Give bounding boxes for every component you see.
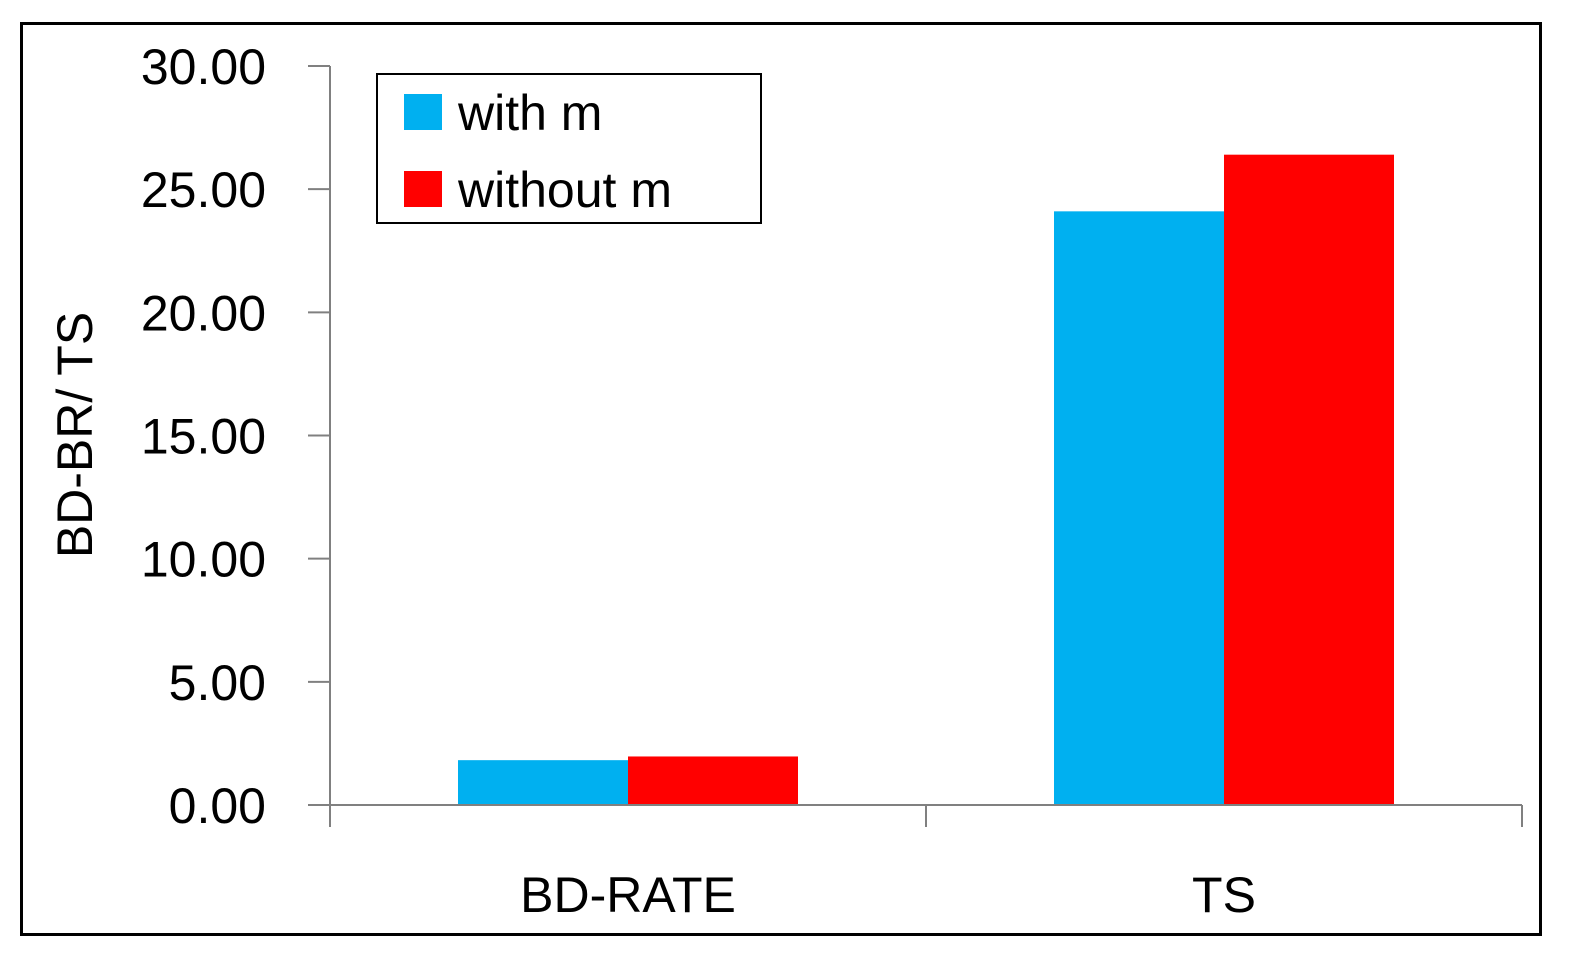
y-ticks: 0.00 5.00 10.00 15.00 20.00 25.00 30.00 [141,39,330,834]
bar [1224,154,1394,805]
legend: with m without m [376,73,762,224]
bar [628,756,798,805]
x-ticks: BD-RATE TS [329,805,1523,923]
bar [1054,211,1224,805]
y-tick-label: 30.00 [141,39,266,95]
bars-layer [458,154,1394,805]
legend-swatch [404,171,442,207]
y-tick-label: 0.00 [169,778,266,834]
legend-swatch [404,94,442,130]
bar [458,760,628,805]
legend-label: without m [457,162,672,218]
x-tick-label: BD-RATE [520,867,736,923]
y-tick-label: 20.00 [141,285,266,341]
y-tick-label: 15.00 [141,409,266,465]
y-tick-label: 10.00 [141,532,266,588]
x-tick-label: TS [1192,867,1256,923]
y-axis-title: BD-BR/ TS [47,312,103,558]
legend-items: with m without m [404,85,672,218]
y-tick-label: 5.00 [169,655,266,711]
legend-label: with m [457,85,602,141]
y-tick-label: 25.00 [141,162,266,218]
